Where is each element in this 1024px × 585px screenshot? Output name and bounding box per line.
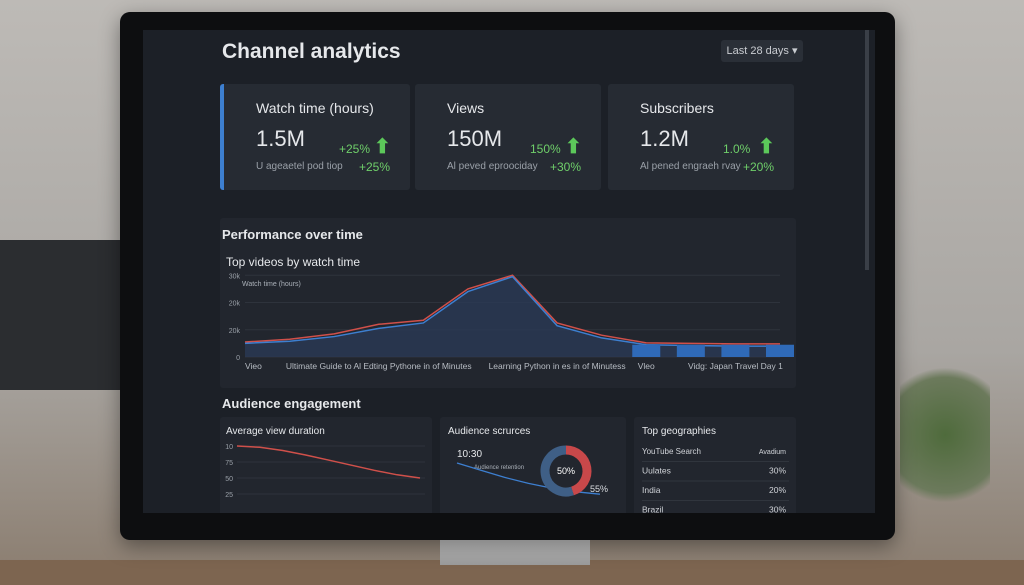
card-delta: +30% <box>550 160 582 174</box>
page-title: Channel analytics <box>222 40 401 63</box>
table-title: Top geographies <box>642 426 716 437</box>
card-change: 150% <box>530 142 561 156</box>
x-tick-label: Vieo <box>245 361 262 371</box>
subtitle: Audience retention <box>474 465 524 471</box>
y-tick-label: 30k <box>229 273 241 280</box>
chart-title: Average view duration <box>226 426 325 437</box>
date-range[interactable]: Last 28 days ▾ <box>721 40 803 62</box>
bar <box>632 344 661 357</box>
x-tick-label: Ultimate Guide to Al Edting Pythone in o… <box>286 361 472 371</box>
scrollbar[interactable] <box>865 30 869 270</box>
stat-card: Watch time (hours) 1.5M +25% ⬆ U ageaetel po… <box>220 84 410 190</box>
y-tick-label: 20k <box>229 301 241 308</box>
y-tick-label: 25 <box>225 492 233 499</box>
section-title: Audience engagement <box>222 396 361 411</box>
card-change: 1.0% <box>723 142 751 156</box>
bar <box>676 344 705 357</box>
row-value: 20% <box>769 485 786 495</box>
area <box>245 276 780 357</box>
up-arrow: ⬆ <box>758 136 775 158</box>
card-label: Views <box>447 100 485 116</box>
axis-label: Watch time (hours) <box>242 281 301 288</box>
row-label: Brazil <box>642 505 663 514</box>
background-monitor <box>0 240 120 390</box>
donut-segment <box>565 445 592 496</box>
x-tick-label: Vleo <box>638 361 655 371</box>
card-change: +25% <box>339 142 371 156</box>
y-tick-label: 50 <box>225 476 233 483</box>
geographies-panel: Top geographies YouTube Search Avadium Uula… <box>634 417 796 513</box>
card-label: Subscribers <box>640 100 714 116</box>
row-value: 30% <box>769 505 786 514</box>
up-arrow: ⬆ <box>374 136 391 158</box>
card-value: 1.5M <box>256 126 305 151</box>
plant <box>900 350 990 520</box>
y-tick-label: 10 <box>225 444 233 451</box>
donut-center-label: 50% <box>557 466 575 476</box>
card-delta: +20% <box>743 160 775 174</box>
row-label: India <box>642 485 661 495</box>
donut-label: 55% <box>590 484 608 494</box>
time-label: 10:30 <box>457 449 482 460</box>
y-tick-label: 20k <box>229 328 241 335</box>
performance-chart: Performance over time Top videos by watch… <box>222 227 794 371</box>
card-note: Al peved eproociday <box>447 161 538 172</box>
stat-card: Views 150M 150% ⬆ Al peved eproociday +30% <box>415 84 601 190</box>
y-tick-label: 0 <box>236 355 240 362</box>
row-value: 30% <box>769 466 786 476</box>
chart-title: Top videos by watch time <box>226 255 360 269</box>
line <box>244 274 780 345</box>
card-value: 1.2M <box>640 126 689 151</box>
line <box>236 445 421 479</box>
monitor-stand <box>440 535 590 565</box>
duration-panel: Average view duration2550751010S10S10S10… <box>220 417 432 513</box>
row-value: Avadium <box>759 449 786 456</box>
y-tick-label: 75 <box>225 460 233 467</box>
screen: Channel analytics Last 28 days ▾ Watch t… <box>143 30 875 513</box>
row-label: YouTube Search <box>642 447 701 456</box>
geographies-table: Top geographies YouTube Search Avadium Uula… <box>642 426 789 514</box>
section-title: Performance over time <box>222 227 363 242</box>
card-delta: +25% <box>359 160 391 174</box>
sources-chart: Audience scrurces 10:30 Audience retention… <box>448 426 608 497</box>
up-arrow: ⬆ <box>565 136 582 158</box>
performance-panel: Performance over time Top videos by watch… <box>220 218 796 388</box>
chart-title: Audience scrurces <box>448 426 530 437</box>
sources-panel: Audience scrurces 10:30 Audience retention… <box>440 417 626 513</box>
bar <box>766 344 794 357</box>
x-tick-label: Vidg: Japan Travel Day 1 <box>688 361 783 371</box>
x-tick-label: Learning Python in es in of Minutess <box>489 361 626 371</box>
card-note: U ageaetel pod tiop <box>256 161 343 172</box>
stat-card: Subscribers 1.2M 1.0% ⬆ Al pened engraeh rva… <box>608 84 794 190</box>
card-value: 150M <box>447 126 503 151</box>
card-label: Watch time (hours) <box>256 100 374 116</box>
date-range-text: Last 28 days <box>726 45 789 57</box>
row-label: Uulates <box>642 466 671 476</box>
card-note: Al pened engraeh rvay <box>640 161 741 172</box>
bar <box>721 344 750 357</box>
duration-chart: Average view duration2550751010S10S10S10… <box>225 426 425 499</box>
donut-segment <box>540 445 574 497</box>
